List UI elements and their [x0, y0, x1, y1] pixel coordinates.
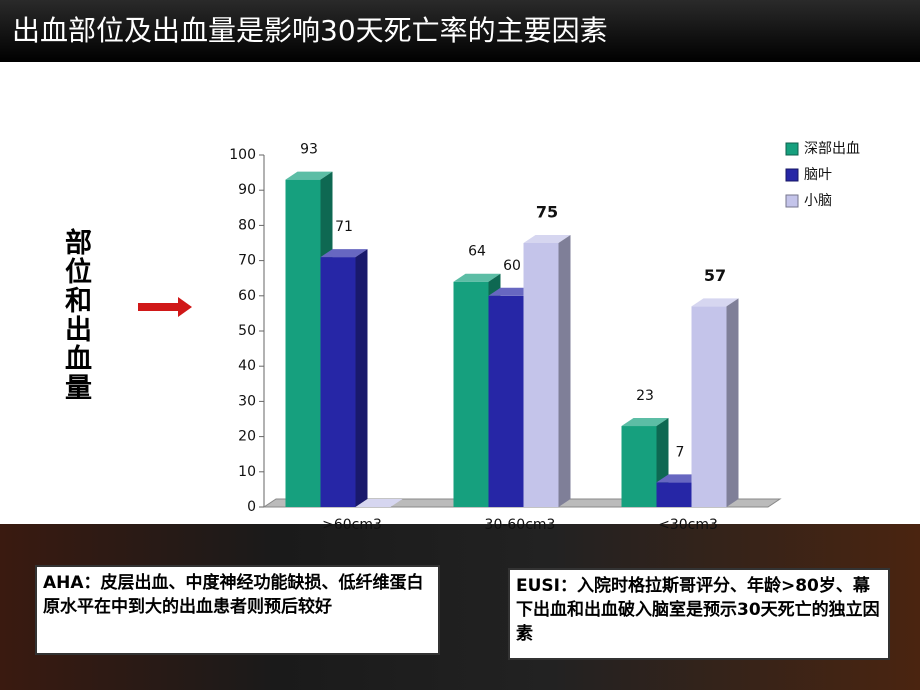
bar-front [656, 482, 692, 507]
bar-front [621, 426, 657, 507]
note-box: EUSI：入院时格拉斯哥评分、年龄>80岁、幕下出血和出血破入脑室是预示30天死… [508, 568, 890, 660]
x-tick-label: 30-60cm3 [485, 517, 556, 533]
y-tick-label: 80 [238, 217, 256, 233]
bar-top [285, 171, 333, 180]
y-tick-label: 70 [238, 253, 256, 269]
bar-front [691, 306, 727, 507]
bar [523, 235, 571, 507]
bar-top [453, 273, 501, 282]
data-label: 93 [300, 142, 318, 158]
bar-top [621, 418, 669, 427]
note-box: AHA：皮层出血、中度神经功能缺损、低纤维蛋白原水平在中到大的出血患者则预后较好 [35, 565, 440, 655]
bar-front [488, 295, 524, 507]
bar-top [355, 499, 403, 507]
bar-side [355, 249, 368, 507]
y-tick-label: 60 [238, 288, 256, 304]
bar [355, 499, 403, 507]
legend-label: 脑叶 [804, 167, 832, 183]
bar-front [320, 257, 356, 507]
legend-swatch [785, 168, 799, 182]
data-label: 75 [536, 203, 558, 222]
arrow [138, 297, 192, 317]
y-tick-label: 40 [238, 358, 256, 374]
bar-front [285, 179, 321, 507]
data-label: 60 [503, 258, 521, 274]
bar-side [558, 235, 571, 507]
side-label: 部位和出血量 [60, 228, 91, 402]
legend-swatch [785, 194, 799, 208]
data-label: 57 [704, 266, 726, 285]
y-tick-label: 10 [238, 464, 256, 480]
y-tick-label: 20 [238, 429, 256, 445]
data-label: 64 [468, 244, 486, 260]
legend-swatch [785, 142, 799, 156]
bar [691, 298, 739, 507]
data-label: 7 [676, 444, 685, 460]
x-tick-label: >60cm3 [322, 517, 382, 533]
legend-label: 深部出血 [804, 141, 860, 157]
bar-front [453, 281, 489, 507]
x-tick-label: <30cm3 [658, 517, 718, 533]
y-tick-label: 0 [247, 499, 256, 515]
bar-top [691, 298, 739, 307]
data-label: 23 [636, 388, 654, 404]
bar-top [320, 249, 368, 258]
bar-side [726, 298, 739, 507]
legend-label: 小脑 [804, 193, 832, 209]
bar-top [523, 235, 571, 243]
data-label: 71 [335, 219, 353, 235]
slide-title: 出血部位及出血量是影响30天死亡率的主要因素 [0, 0, 920, 62]
y-tick-label: 50 [238, 323, 256, 339]
bar-front [523, 243, 559, 507]
y-tick-label: 100 [229, 147, 256, 163]
y-tick-label: 90 [238, 182, 256, 198]
bar [320, 249, 368, 507]
y-tick-label: 30 [238, 393, 256, 409]
